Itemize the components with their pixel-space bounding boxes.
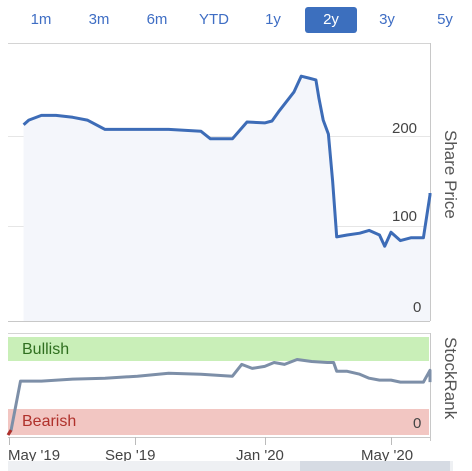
price-grid-200 — [8, 136, 430, 137]
rank-panel-top-border — [8, 333, 430, 334]
x-label-sep-19: Sep '19 — [105, 447, 156, 464]
price-panel-top-border — [8, 43, 430, 44]
x-tick-mark — [9, 437, 10, 445]
range-5y-button[interactable]: 5y — [437, 11, 453, 28]
range-3m-button[interactable]: 3m — [88, 11, 110, 28]
price-line — [22, 74, 432, 248]
range-6m-button[interactable]: 6m — [146, 11, 168, 28]
range-3y-button[interactable]: 3y — [379, 11, 395, 28]
x-axis: May '19 Sep '19 Jan '20 May '20 — [0, 437, 472, 471]
price-baseline — [8, 321, 430, 322]
range-ytd-button[interactable]: YTD — [199, 11, 229, 28]
x-tick-mark — [391, 437, 392, 445]
rank-bullish-band — [8, 337, 429, 361]
share-price-axis-title: Share Price — [441, 130, 460, 219]
stockrank-lead-segment — [6, 429, 13, 436]
x-tick-mark — [265, 437, 266, 445]
stockrank-line — [6, 358, 432, 436]
navigator-strip[interactable] — [8, 461, 453, 471]
x-label-jan-20: Jan '20 — [236, 447, 284, 464]
x-label-may-20: May '20 — [361, 447, 414, 464]
price-area-fill — [23, 76, 430, 321]
range-2y-button[interactable]: 2y — [305, 7, 357, 33]
navigator-handle[interactable] — [300, 461, 450, 471]
price-tick-0: 0 — [413, 299, 422, 316]
price-tick-100: 100 — [392, 208, 418, 225]
range-selector: 1m 3m 6m YTD 1y 2y 3y 5y — [0, 0, 472, 40]
range-1m-button[interactable]: 1m — [30, 11, 52, 28]
stockrank-axis-title: StockRank — [441, 337, 460, 420]
bullish-label: Bullish — [22, 341, 70, 358]
bearish-label: Bearish — [22, 413, 77, 430]
range-1y-button[interactable]: 1y — [265, 11, 281, 28]
price-panel-divider — [430, 43, 431, 321]
x-tick-mark — [135, 437, 136, 445]
rank-tick-0: 0 — [413, 415, 422, 432]
x-label-may-19: May '19 — [8, 447, 61, 464]
rank-bearish-band — [8, 409, 429, 435]
price-tick-200: 200 — [392, 120, 418, 137]
rank-baseline — [8, 437, 430, 438]
rank-panel-divider — [430, 333, 431, 441]
